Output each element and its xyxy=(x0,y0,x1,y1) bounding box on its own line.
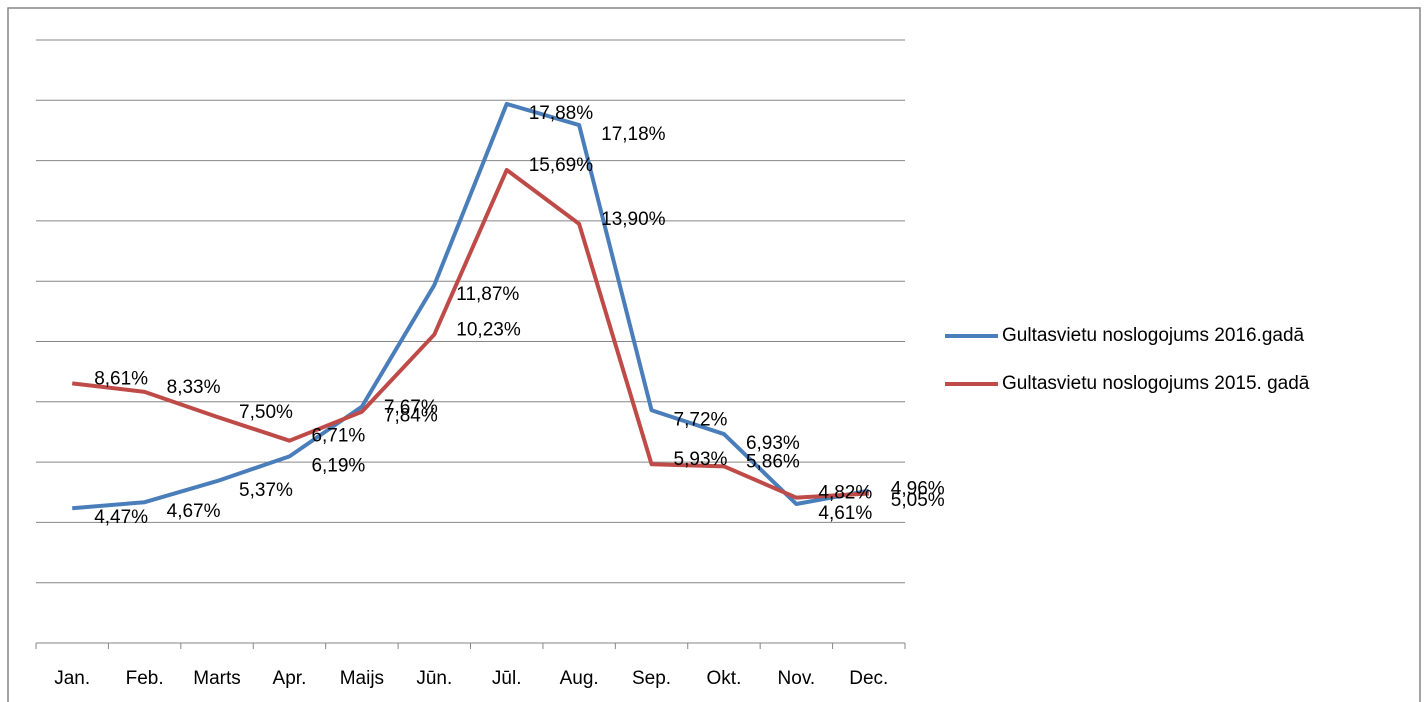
data-label: 7,72% xyxy=(674,409,728,430)
series-line xyxy=(72,101,870,511)
data-label: 5,37% xyxy=(239,480,293,501)
data-label: 6,71% xyxy=(311,426,365,447)
x-tick-label: Jūn. xyxy=(416,668,452,689)
x-tick-label: Apr. xyxy=(273,668,307,689)
data-label: 17,18% xyxy=(601,124,666,145)
data-label: 13,90% xyxy=(601,209,666,230)
x-tick-label: Jūl. xyxy=(492,668,522,689)
data-label: 8,61% xyxy=(94,368,148,389)
data-label: 7,67% xyxy=(384,397,438,418)
x-tick-label: Nov. xyxy=(778,668,816,689)
legend-label: Gultasvietu noslogojums 2015. gadā xyxy=(1002,373,1310,394)
data-label: 5,05% xyxy=(891,490,945,511)
x-tick-label: Feb. xyxy=(126,668,164,689)
data-label: 4,82% xyxy=(818,483,872,504)
x-tick-label: Jan. xyxy=(54,668,90,689)
data-label: 5,93% xyxy=(674,449,728,470)
data-label: 4,96% xyxy=(891,478,945,499)
series-line xyxy=(71,167,869,500)
data-label: 6,19% xyxy=(311,455,365,476)
data-label: 7,50% xyxy=(239,402,293,423)
data-label: 15,69% xyxy=(529,155,594,176)
legend-label: Gultasvietu noslogojums 2016.gadā xyxy=(1002,325,1305,346)
x-tick-label: Sep. xyxy=(632,668,671,689)
chart-frame xyxy=(7,7,1421,702)
x-tick-label: Aug. xyxy=(560,668,599,689)
data-label: 10,23% xyxy=(456,320,521,341)
x-tick-label: Maijs xyxy=(340,668,384,689)
data-label: 11,87% xyxy=(456,284,519,305)
data-label: 4,67% xyxy=(167,501,221,522)
data-label: 7,84% xyxy=(384,406,438,427)
data-label: 4,47% xyxy=(94,507,148,528)
data-label: 6,93% xyxy=(746,433,800,454)
data-label: 4,61% xyxy=(818,503,872,524)
data-label: 5,86% xyxy=(746,451,800,472)
x-tick-label: Okt. xyxy=(707,668,742,689)
x-tick-label: Dec. xyxy=(849,668,888,689)
x-tick-label: Marts xyxy=(193,668,241,689)
data-label: 8,33% xyxy=(167,377,221,398)
data-label: 17,88% xyxy=(529,103,594,124)
